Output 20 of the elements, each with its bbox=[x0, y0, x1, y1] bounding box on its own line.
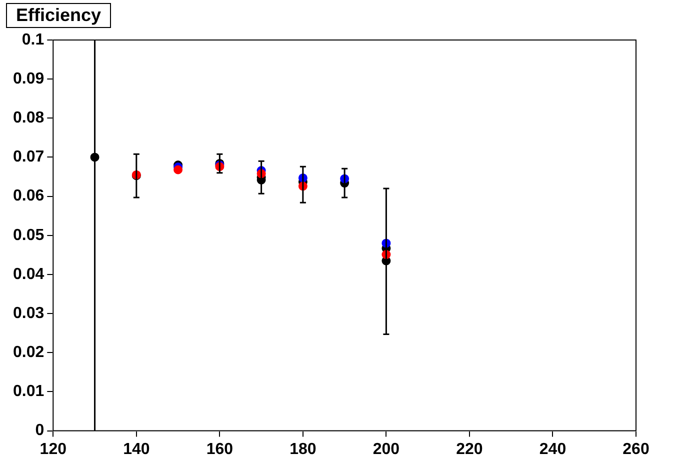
y-tick-label: 0.01 bbox=[13, 383, 44, 400]
y-tick-label: 0.03 bbox=[13, 304, 44, 322]
x-tick-label: 140 bbox=[123, 440, 150, 458]
y-tick-label: 0.04 bbox=[13, 266, 44, 283]
x-tick-label: 120 bbox=[40, 440, 67, 458]
y-tick-label: 0.08 bbox=[13, 110, 44, 127]
y-tick-label: 0.07 bbox=[13, 148, 44, 166]
x-tick-label: 180 bbox=[290, 440, 316, 458]
y-tick-label: 0.1 bbox=[22, 31, 44, 48]
x-tick-label: 220 bbox=[456, 440, 483, 458]
y-tick-label: 0.06 bbox=[13, 188, 44, 205]
y-tick-label: 0.02 bbox=[13, 344, 44, 362]
x-tick-label: 240 bbox=[539, 440, 566, 458]
y-tick-label: 0.05 bbox=[13, 226, 44, 244]
y-tick-label: 0.09 bbox=[13, 70, 44, 88]
x-tick-label: 260 bbox=[622, 440, 650, 458]
chart-title: Efficiency bbox=[6, 3, 112, 28]
y-tick-label: 0 bbox=[35, 422, 44, 440]
x-tick-label: 200 bbox=[372, 440, 400, 458]
x-tick-label: 160 bbox=[206, 440, 234, 458]
